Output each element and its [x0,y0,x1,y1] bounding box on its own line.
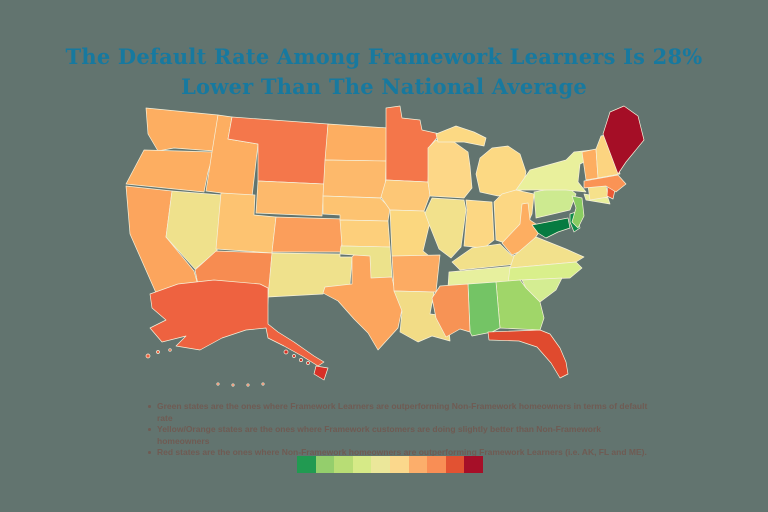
colorbar-swatch [445,456,465,473]
colorbar-swatch [389,456,409,473]
state-SD[interactable] [322,159,387,199]
state-HI[interactable] [292,354,296,358]
state-CO[interactable] [271,216,345,253]
state-AK[interactable] [231,383,235,387]
legend-note-green: Green states are the ones where Framewor… [148,401,648,424]
state-WY[interactable] [255,180,325,217]
state-MA[interactable] [583,174,627,193]
state-MD[interactable] [531,217,571,239]
state-MI[interactable] [435,125,487,147]
state-PA[interactable] [533,185,577,219]
state-TX[interactable] [322,254,403,351]
state-KS[interactable] [339,219,391,248]
state-MS[interactable] [431,283,471,338]
colorbar-swatch [315,456,335,473]
colorbar-swatch [408,456,428,473]
state-IN[interactable] [463,199,495,249]
colorbar-swatch [297,456,316,473]
state-WA[interactable] [145,107,219,152]
legend-note-text: Red states are the ones where Non-Framew… [157,447,647,457]
state-OR[interactable] [125,149,215,193]
legend-note-yellow-orange: Yellow/Orange states are the ones where … [148,424,648,447]
state-HI[interactable] [306,361,310,365]
state-AR[interactable] [391,254,441,293]
legend-note-red: Red states are the ones where Non-Framew… [148,447,648,459]
state-AK[interactable] [156,350,160,354]
state-VT[interactable] [581,148,599,181]
state-HI[interactable] [313,365,329,381]
colorbar-swatch [352,456,372,473]
colorbar-swatch [334,456,353,473]
bullet-icon [148,405,151,408]
us-map [125,105,645,387]
state-AK[interactable] [246,383,250,387]
state-AK[interactable] [149,279,325,367]
legend-note-text: Green states are the ones where Framewor… [157,401,648,423]
state-FL[interactable] [487,329,569,379]
state-IL[interactable] [424,197,467,259]
color-scale-legend [297,456,483,473]
state-ME[interactable] [602,105,645,175]
state-LA[interactable] [393,290,451,343]
state-AL[interactable] [467,281,501,337]
colorbar-swatch [371,456,390,473]
state-NJ[interactable] [571,195,585,229]
state-ND[interactable] [324,123,389,162]
bullet-icon [148,428,151,431]
colorbar-swatch [464,456,483,473]
state-GA[interactable] [495,279,545,331]
state-NE[interactable] [322,195,391,222]
state-AK[interactable] [145,353,151,359]
state-HI[interactable] [283,349,289,355]
state-AK[interactable] [216,382,220,386]
bullet-icon [148,451,151,454]
page-title: The Default Rate Among Framework Learner… [0,42,768,102]
state-WI[interactable] [427,139,473,199]
legend-notes: Green states are the ones where Framewor… [148,401,648,459]
state-AK[interactable] [261,382,265,386]
colorbar-swatch [427,456,446,473]
state-IA[interactable] [380,179,431,212]
us-choropleth-map [118,94,664,402]
state-AK[interactable] [168,348,172,352]
state-HI[interactable] [299,358,303,362]
title-line-1: The Default Rate Among Framework Learner… [65,44,703,70]
title-line-2: Lower Than The National Average [181,74,587,100]
legend-note-text: Yellow/Orange states are the ones where … [157,424,602,446]
